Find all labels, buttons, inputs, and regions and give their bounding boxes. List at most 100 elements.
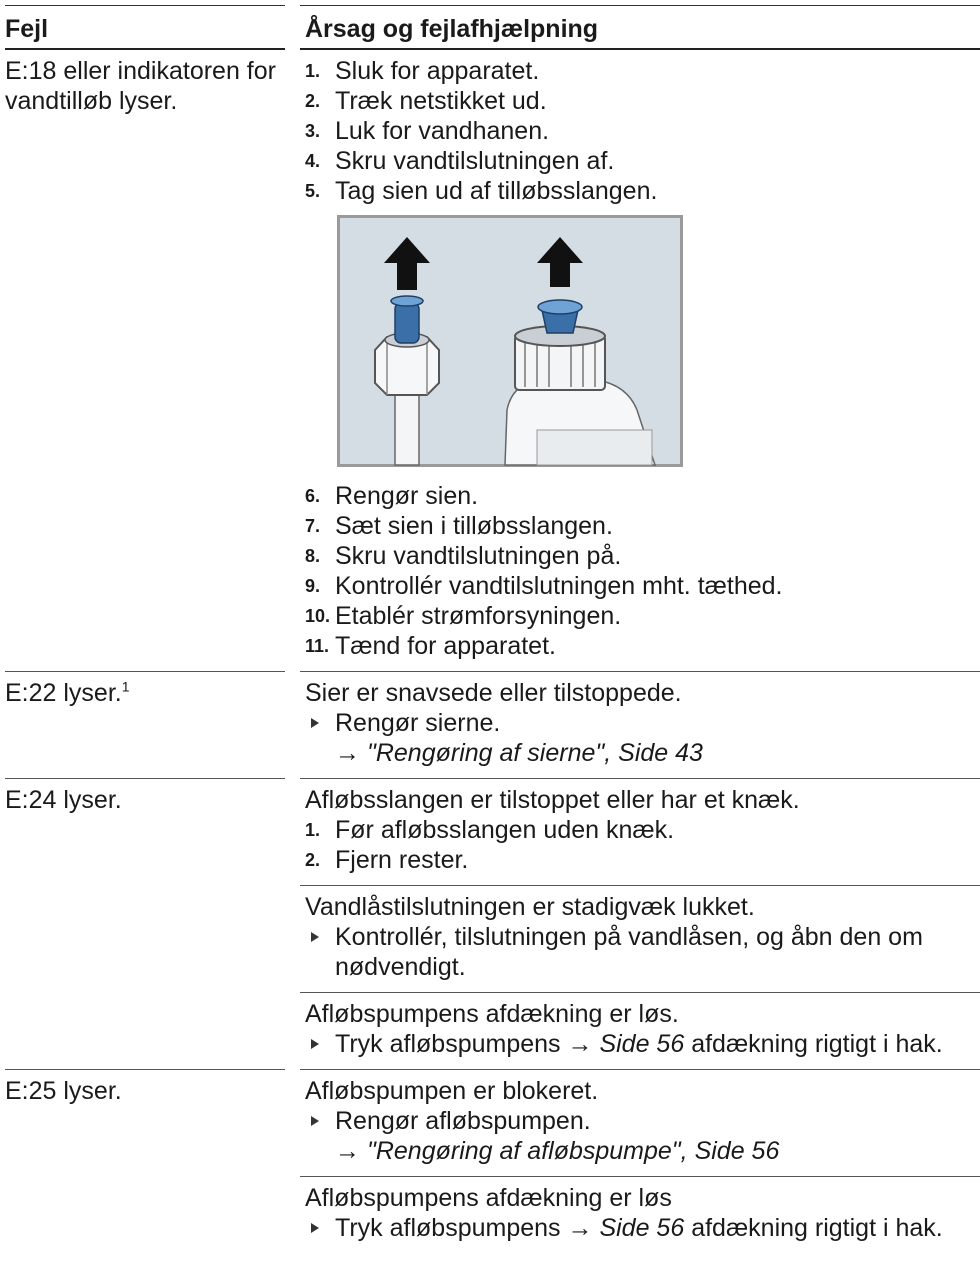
step-number: 5. — [305, 181, 321, 201]
step-number: 1. — [305, 61, 321, 81]
step: 6. Rengør sien. — [305, 481, 980, 511]
step: 3. Luk for vandhanen. — [305, 116, 980, 146]
fault: E:25 lyser. — [5, 1077, 122, 1105]
step-number: 3. — [305, 121, 321, 141]
step: 8. Skru vandtilslutningen på. — [305, 541, 980, 571]
action-text: Rengør sierne. — [335, 709, 501, 737]
action-text: Rengør afløbspumpen. — [335, 1107, 591, 1135]
footnote-ref: 1 — [121, 678, 130, 695]
table-row: E:25 lyser. Afløbspumpen er blokeret. Reng… — [5, 1069, 980, 1253]
cross-reference: "Rengøring af afløbspumpe", Side 56 — [366, 1137, 780, 1165]
step-number: 2. — [305, 91, 321, 111]
action-text: Tryk afløbspumpens — [335, 1214, 561, 1242]
action-text: Tryk afløbspumpens — [335, 1030, 561, 1058]
cause: Afløbspumpens afdækning er løs. — [305, 1000, 679, 1028]
table: Fejl Årsag og fejlafhjælpning E:18 eller i… — [5, 5, 980, 1253]
arrow: → — [335, 1137, 360, 1165]
step-text: Tænd for apparatet. — [335, 632, 556, 660]
bullet — [311, 718, 319, 728]
cause: Afløbspumpens afdækning er løs — [305, 1184, 672, 1212]
cross-reference: "Rengøring af sierne", Side 43 — [366, 739, 703, 767]
cause-group: Afløbspumpens afdækning er løs Tryk afløb… — [300, 1176, 980, 1253]
cause-group: Afløbsslangen er tilstoppet eller har et… — [300, 779, 980, 885]
solution-cell: Afløbsslangen er tilstoppet eller har et… — [300, 778, 980, 1069]
step: 11. Tænd for apparatet. — [305, 631, 980, 661]
step-number: 6. — [305, 486, 321, 506]
solution-cell: Afløbspumpen er blokeret. Rengør afløbspu… — [300, 1069, 980, 1253]
step: 7. Sæt sien i tilløbsslangen. — [305, 511, 980, 541]
header-cell: Fejl — [5, 5, 285, 50]
step-text: Sluk for apparatet. — [335, 57, 540, 85]
fault: E:18 eller indikatoren for vandtilløb ly… — [5, 57, 276, 115]
bullet — [311, 1116, 319, 1126]
cause-group: Vandlåstilslutningen er stadigvæk lukket… — [300, 885, 980, 992]
step: 2. Fjern rester. — [305, 845, 980, 875]
fault-cell: E:25 lyser. — [5, 1069, 285, 1253]
header-cell: Årsag og fejlafhjælpning — [300, 5, 980, 50]
fault-cell: E:18 eller indikatoren for vandtilløb ly… — [5, 50, 285, 671]
table-row: E:24 lyser. Afløbsslangen er tilstoppet e… — [5, 778, 980, 1069]
step: 1. Sluk for apparatet. — [305, 56, 980, 86]
arrow: → — [567, 1030, 593, 1058]
reference-line: → "Rengøring af afløbspumpe", Side 56 — [305, 1136, 980, 1166]
step: 1. Før afløbsslangen uden knæk. — [305, 815, 980, 845]
bullet — [311, 1223, 319, 1233]
step: 4. Skru vandtilslutningen af. — [305, 146, 980, 176]
fault: E:22 lyser. — [5, 679, 122, 707]
step-number: 8. — [305, 546, 321, 566]
step-number: 2. — [305, 850, 321, 870]
step: 9. Kontrollér vandtilslutningen mht. tæth… — [305, 571, 980, 601]
cross-reference: Side 56 — [599, 1214, 685, 1242]
step: 5. Tag sien ud af tilløbsslangen. — [305, 176, 980, 206]
cause: Afløbsslangen er tilstoppet eller har et… — [305, 786, 800, 814]
cause-group: 1. Sluk for apparatet. 2. Træk netstikket u… — [300, 50, 980, 671]
cause: Afløbspumpen er blokeret. — [305, 1077, 599, 1105]
action: Kontrollér, tilslutningen på vandlåsen, … — [305, 922, 980, 982]
bullet — [311, 932, 319, 942]
step: 2. Træk netstikket ud. — [305, 86, 980, 116]
illustration — [337, 215, 683, 467]
action: Tryk afløbspumpens → Side 56 afdækning r… — [305, 1213, 980, 1243]
solution-cell: Sier er snavsede eller tilstoppede. Rengø… — [300, 671, 980, 778]
action-text: Kontrollér, tilslutningen på vandlåsen, … — [335, 923, 923, 981]
step-text: Tag sien ud af tilløbsslangen. — [335, 177, 658, 205]
step: 10. Etablér strømforsyningen. — [305, 601, 980, 631]
fault-cell: E:22 lyser.1 — [5, 671, 285, 778]
reference-line: → "Rengøring af sierne", Side 43 — [305, 738, 980, 768]
bullet — [311, 1039, 319, 1049]
step-text: Kontrollér vandtilslutningen mht. tæthed… — [335, 572, 783, 600]
step-text: Før afløbsslangen uden knæk. — [335, 816, 675, 844]
step-text: Skru vandtilslutningen af. — [335, 147, 615, 175]
action-text: afdækning rigtigt i hak. — [691, 1030, 943, 1058]
step-text: Skru vandtilslutningen på. — [335, 542, 622, 570]
fault-cell: E:24 lyser. — [5, 778, 285, 1069]
step-number: 11. — [305, 636, 330, 656]
cause-group: Afløbspumpen er blokeret. Rengør afløbspu… — [300, 1070, 980, 1176]
cause: Sier er snavsede eller tilstoppede. — [305, 679, 682, 707]
fault: E:24 lyser. — [5, 786, 122, 814]
action: Rengør afløbspumpen. — [305, 1106, 980, 1136]
action: Rengør sierne. — [305, 708, 980, 738]
cross-reference: Side 56 — [599, 1030, 685, 1058]
action-text: afdækning rigtigt i hak. — [691, 1214, 943, 1242]
step-text: Sæt sien i tilløbsslangen. — [335, 512, 613, 540]
step-number: 7. — [305, 516, 321, 536]
header-row: Fejl Årsag og fejlafhjælpning — [5, 5, 980, 50]
table-row: E:22 lyser.1 Sier er snavsede eller tilst… — [5, 671, 980, 778]
step-text: Etablér strømforsyningen. — [335, 602, 622, 630]
step-number: 1. — [305, 820, 321, 840]
arrow: → — [335, 739, 360, 767]
cause: Vandlåstilslutningen er stadigvæk lukket… — [305, 893, 755, 921]
step-text: Træk netstikket ud. — [335, 87, 547, 115]
arrow: → — [567, 1214, 593, 1242]
step-text: Fjern rester. — [335, 846, 469, 874]
step-number: 10. — [305, 606, 331, 626]
step-number: 4. — [305, 151, 321, 171]
cause-group: Afløbspumpens afdækning er løs. Tryk aflø… — [300, 992, 980, 1069]
step-text: Rengør sien. — [335, 482, 479, 510]
step-text: Luk for vandhanen. — [335, 117, 550, 145]
step-number: 9. — [305, 576, 321, 596]
solution-cell: 1. Sluk for apparatet. 2. Træk netstikket u… — [300, 50, 980, 671]
table-row: E:18 eller indikatoren for vandtilløb ly… — [5, 50, 980, 671]
